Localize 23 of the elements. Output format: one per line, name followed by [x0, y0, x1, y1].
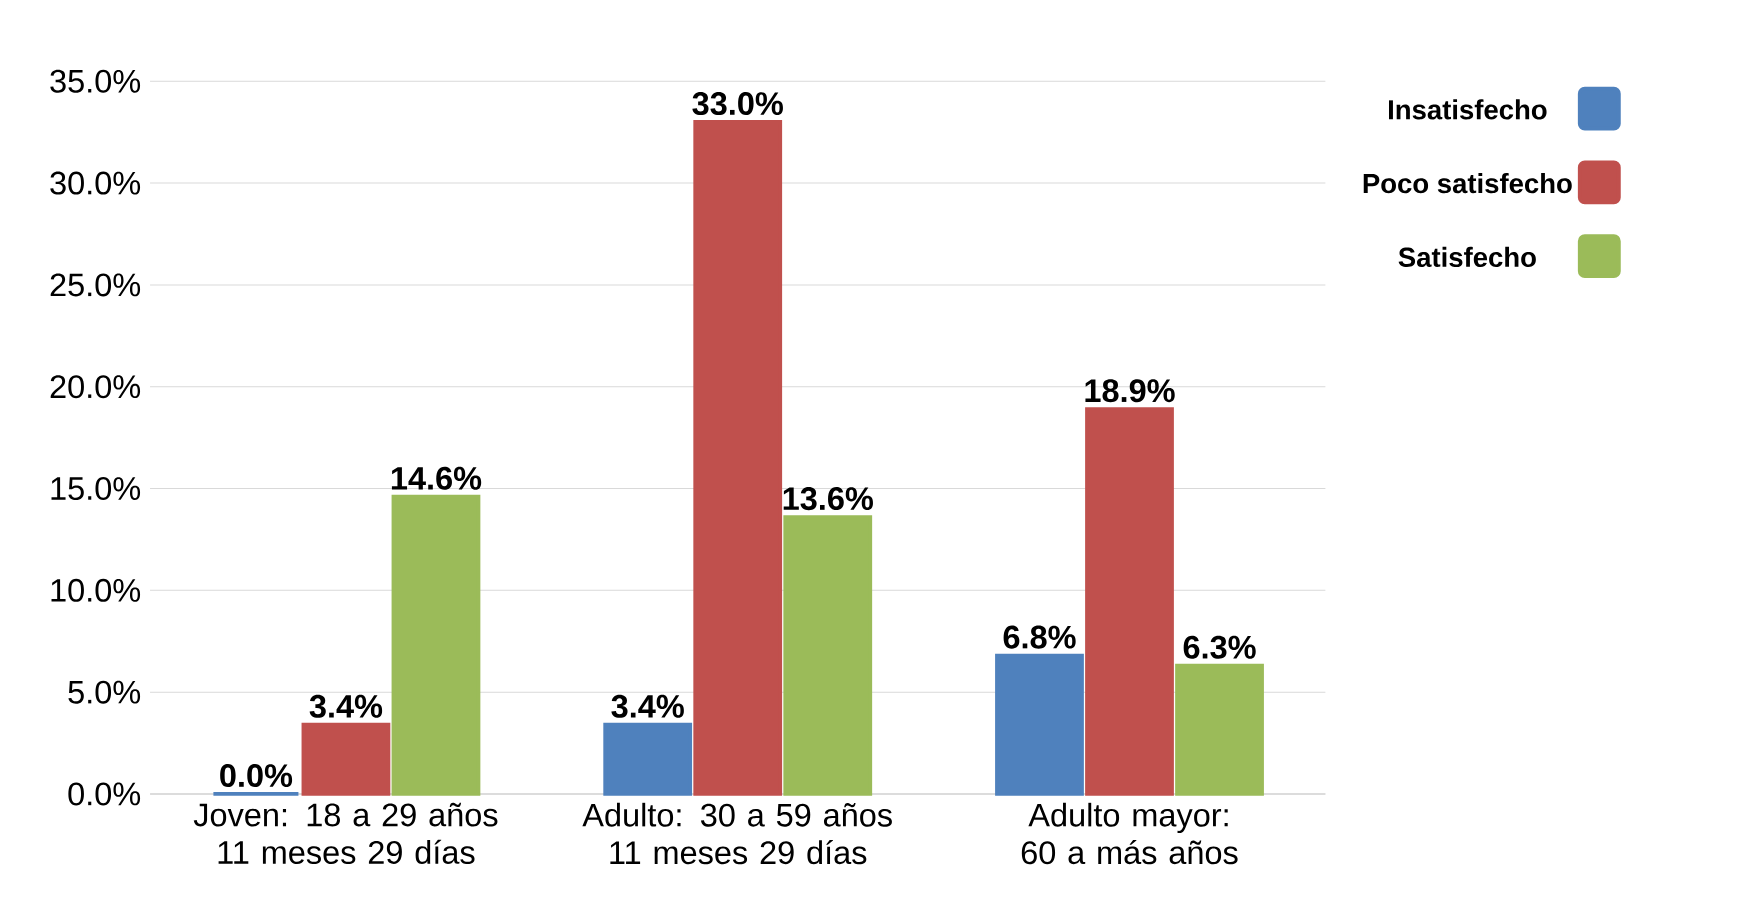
y-tick-label: 35.0%: [50, 69, 141, 93]
data-label: 3.4%: [309, 694, 383, 718]
y-tick-label: 30.0%: [50, 171, 141, 195]
data-label: 13.6%: [783, 487, 873, 511]
y-tick-label: 0.0%: [68, 782, 141, 806]
data-label: 6.3%: [1183, 635, 1256, 659]
data-label: 3.4%: [611, 694, 684, 718]
y-tick-label: 15.0%: [51, 477, 141, 501]
legend-label: Satisfecho: [1398, 246, 1536, 268]
x-tick-label: Joven: 18 a 29 años 11 meses 29 días: [193, 802, 498, 864]
legend-label: Poco satisfecho: [1363, 173, 1572, 194]
data-label: 14.6%: [391, 466, 482, 490]
x-tick-label: Adulto: 30 a 59 años 11 meses 29 días: [582, 802, 892, 865]
y-tick-label: 25.0%: [50, 273, 141, 297]
data-label: 33.0%: [692, 92, 783, 116]
data-label: 18.9%: [1085, 379, 1175, 403]
x-tick-label: Adulto mayor: 60 a más años: [1021, 802, 1238, 865]
data-label: 6.8%: [1003, 625, 1076, 649]
y-tick-label: 20.0%: [50, 375, 141, 399]
y-tick-label: 5.0%: [68, 680, 141, 704]
data-label: 0.0%: [220, 764, 293, 788]
y-tick-label: 10.0%: [51, 578, 141, 602]
legend-label: Insatisfecho: [1388, 99, 1547, 120]
